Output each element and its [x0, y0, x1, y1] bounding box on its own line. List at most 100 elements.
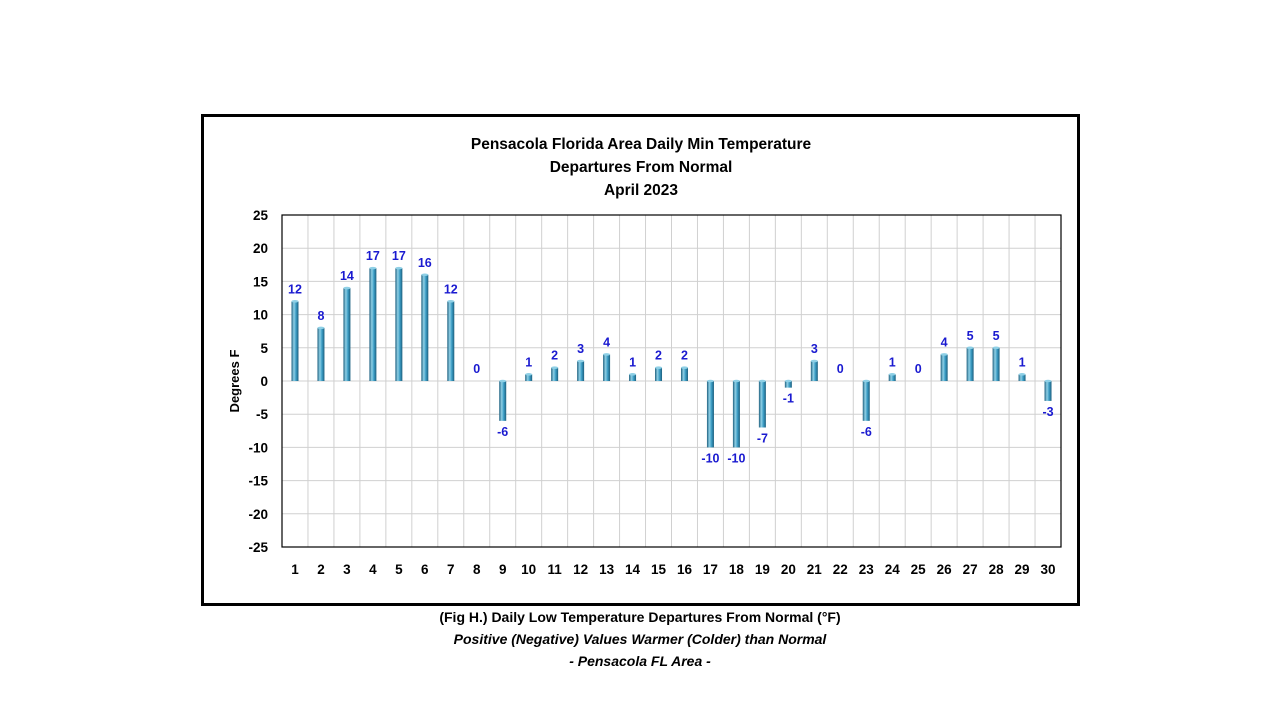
x-tick-label: 9 [499, 562, 507, 577]
data-label-day-3: 14 [340, 269, 354, 283]
data-label-day-5: 17 [392, 249, 406, 263]
x-tick-label: 25 [911, 562, 927, 577]
x-tick-label: 23 [859, 562, 875, 577]
x-tick-label: 14 [625, 562, 641, 577]
data-label-day-19: -7 [757, 431, 768, 445]
bar-day-12 [577, 361, 585, 381]
bar-cap-day-9 [499, 379, 507, 383]
y-tick-label: 15 [253, 274, 269, 289]
bar-day-23 [862, 381, 870, 421]
bar-cap-day-5 [395, 266, 403, 270]
data-label-day-15: 2 [655, 349, 662, 363]
bar-day-19 [758, 381, 766, 428]
x-tick-label: 22 [833, 562, 848, 577]
bar-cap-day-4 [369, 266, 377, 270]
bar-day-2 [317, 327, 325, 381]
x-tick-label: 13 [599, 562, 615, 577]
bar-day-4 [369, 268, 377, 381]
x-tick-label: 10 [521, 562, 536, 577]
x-tick-label: 1 [291, 562, 299, 577]
data-label-day-29: 1 [1019, 355, 1026, 369]
bar-day-5 [395, 268, 403, 381]
x-tick-label: 29 [1015, 562, 1030, 577]
data-label-day-7: 12 [444, 282, 458, 296]
bar-day-16 [680, 367, 688, 381]
y-tick-label: 25 [253, 208, 269, 223]
bar-cap-day-27 [966, 346, 974, 350]
data-label-day-14: 1 [629, 355, 636, 369]
y-tick-label: -20 [248, 507, 268, 522]
data-label-day-22: 0 [837, 362, 844, 376]
x-tick-label: 4 [369, 562, 377, 577]
data-label-day-17: -10 [701, 451, 719, 465]
bar-cap-day-15 [655, 366, 663, 370]
caption-line-2: Positive (Negative) Values Warmer (Colde… [453, 631, 827, 647]
y-tick-label: 5 [260, 341, 268, 356]
x-tick-label: 5 [395, 562, 403, 577]
data-label-day-6: 16 [418, 256, 432, 270]
data-label-day-30: -3 [1042, 405, 1053, 419]
data-label-day-24: 1 [889, 355, 896, 369]
x-tick-label: 28 [989, 562, 1005, 577]
temperature-departure-chart: Pensacola Florida Area Daily Min Tempera… [227, 136, 1062, 577]
bar-cap-day-13 [603, 353, 611, 356]
bar-cap-day-16 [680, 366, 688, 370]
y-tick-label: -25 [248, 540, 268, 555]
bar-cap-day-26 [940, 353, 948, 356]
data-label-day-4: 17 [366, 249, 380, 263]
bar-cap-day-20 [784, 379, 792, 383]
data-label-day-27: 5 [967, 329, 974, 343]
bar-day-3 [343, 288, 351, 381]
x-tick-label: 21 [807, 562, 823, 577]
bar-day-7 [447, 301, 455, 381]
y-axis-title: Degrees F [227, 350, 242, 413]
data-label-day-26: 4 [941, 335, 948, 349]
bar-cap-day-2 [317, 326, 325, 330]
data-label-day-10: 1 [525, 355, 532, 369]
data-label-day-11: 2 [551, 349, 558, 363]
bar-day-29 [1018, 374, 1026, 381]
bar-day-14 [629, 374, 637, 381]
figure-caption: (Fig H.) Daily Low Temperature Departure… [0, 606, 1280, 672]
bar-day-10 [525, 374, 533, 381]
bar-cap-day-1 [291, 300, 299, 303]
data-label-day-12: 3 [577, 342, 584, 356]
x-tick-label: 24 [885, 562, 901, 577]
bar-cap-day-17 [706, 379, 714, 383]
x-tick-label: 12 [573, 562, 588, 577]
bar-cap-day-7 [447, 300, 455, 303]
bar-day-24 [888, 374, 896, 381]
bar-day-28 [992, 347, 1000, 381]
data-label-day-21: 3 [811, 342, 818, 356]
bar-cap-day-10 [525, 373, 533, 376]
data-label-day-13: 4 [603, 335, 610, 349]
x-tick-label: 8 [473, 562, 481, 577]
bar-day-18 [732, 381, 740, 448]
bar-cap-day-24 [888, 373, 896, 376]
x-tick-label: 19 [755, 562, 770, 577]
x-tick-label: 18 [729, 562, 745, 577]
y-tick-label: 20 [253, 241, 268, 256]
bar-cap-day-28 [992, 346, 1000, 350]
bar-cap-day-30 [1044, 379, 1052, 383]
bar-day-6 [421, 274, 429, 381]
caption-line-3: - Pensacola FL Area - [569, 653, 711, 669]
x-tick-label: 15 [651, 562, 667, 577]
bar-day-26 [940, 354, 948, 381]
bar-cap-day-11 [551, 366, 559, 370]
data-label-day-23: -6 [861, 425, 872, 439]
bar-cap-day-18 [732, 379, 740, 383]
x-tick-label: 27 [963, 562, 978, 577]
x-tick-label: 6 [421, 562, 429, 577]
bar-cap-day-21 [810, 359, 818, 363]
bar-cap-day-19 [758, 379, 766, 383]
bar-day-27 [966, 347, 974, 381]
data-label-day-2: 8 [317, 309, 324, 323]
chart-frame: Pensacola Florida Area Daily Min Tempera… [201, 114, 1080, 606]
data-label-day-16: 2 [681, 349, 688, 363]
bar-cap-day-12 [577, 359, 585, 363]
bar-day-17 [706, 381, 714, 448]
bar-cap-day-3 [343, 286, 351, 290]
bar-day-11 [551, 367, 559, 381]
data-label-day-1: 12 [288, 282, 302, 296]
